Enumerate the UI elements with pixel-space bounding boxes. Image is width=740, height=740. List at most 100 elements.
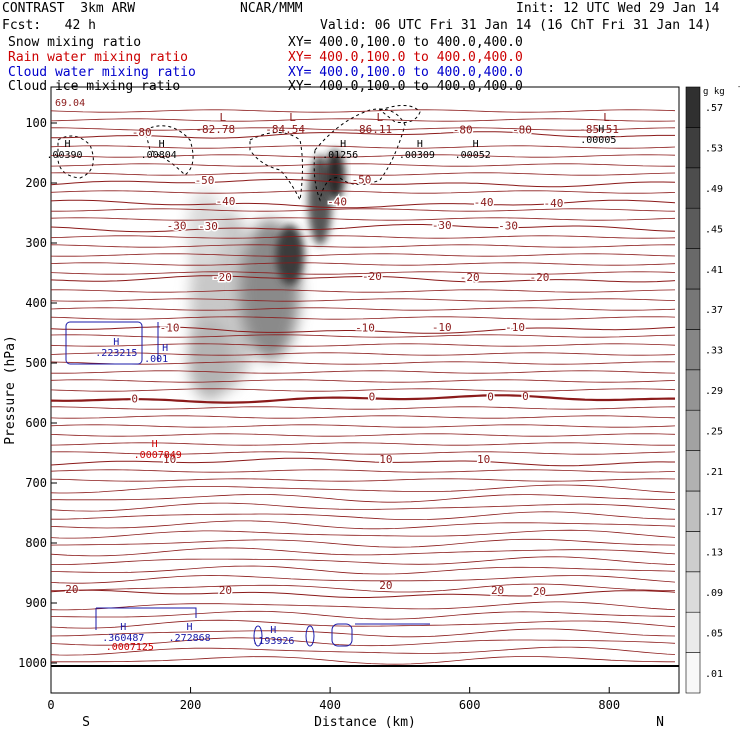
contour-line (51, 656, 675, 665)
colorbar-swatch (685, 127, 701, 169)
high-marker: H (473, 139, 479, 150)
contour-line (50, 154, 676, 158)
high-marker: H (64, 139, 70, 150)
contour-line (50, 217, 676, 221)
contour-line (50, 172, 676, 176)
y-tick-label: 600 (25, 416, 47, 430)
x-axis-label: Distance (km) (314, 715, 416, 730)
contour-line (50, 145, 676, 149)
high-value: .0007125 (106, 642, 154, 653)
colorbar-label: .37 (705, 305, 723, 316)
high-marker: H (417, 139, 423, 150)
field-cloudice-xy: XY= 400.0,100.0 to 400.0,400.0 (288, 79, 523, 94)
colorbar-label: .01 (705, 669, 723, 680)
contour-line (50, 352, 676, 356)
contour-line (50, 388, 676, 392)
high-value: .193926 (252, 636, 294, 647)
colorbar-label: .29 (705, 386, 723, 397)
contour-label: -40 (543, 197, 563, 210)
low-marker: L (376, 111, 383, 124)
contour-line (50, 619, 676, 629)
top-value: 69.04 (55, 98, 85, 109)
colorbar-label: .13 (705, 548, 723, 559)
high-value: .0007849 (134, 450, 182, 461)
contour-line (50, 575, 676, 584)
colorbar-label: .57 (705, 103, 723, 114)
colorbar-swatch (685, 652, 701, 694)
colorbar-swatch (685, 207, 701, 249)
colorbar-swatch (685, 450, 701, 492)
field-snow-xy: XY= 400.0,100.0 to 400.0,400.0 (288, 35, 523, 50)
contour-line (50, 610, 676, 620)
contour-label: -20 (212, 271, 232, 284)
contour-label: -20 (362, 270, 382, 283)
contour-line (50, 469, 676, 473)
contour-line--50 (50, 178, 676, 188)
contour-line (50, 190, 676, 194)
contour-label: 10 (379, 453, 392, 466)
contour-label: 10 (163, 453, 176, 466)
contour-line (50, 628, 676, 638)
ice-outline (144, 125, 194, 176)
contour-label: -30 (167, 220, 187, 233)
field-cloudwater-xy: XY= 400.0,100.0 to 400.0,400.0 (288, 65, 523, 80)
contour-line (50, 235, 676, 239)
ice-outline (249, 132, 303, 202)
cloud-water-outlines (65, 321, 430, 647)
colorbar-swatch (685, 571, 701, 613)
low-value: -84.54 (265, 123, 305, 136)
colorbar-swatch (685, 167, 701, 209)
init-time: Init: 12 UTC Wed 29 Jan 14 (516, 1, 720, 16)
colorbar-swatch (685, 611, 701, 653)
x-tick-label: 400 (319, 698, 341, 712)
cloud-water-blob (253, 625, 263, 647)
org-label: NCAR/MMM (240, 1, 303, 16)
contour-label: -10 (160, 322, 180, 335)
high-marker: H (120, 622, 126, 633)
colorbar-label: .45 (705, 224, 723, 235)
ice-outline (313, 108, 406, 202)
contour-line (50, 361, 676, 365)
contour-line (51, 511, 676, 520)
contour-label: -80 (512, 124, 532, 137)
colorbar-label: .41 (705, 265, 723, 276)
cloud-water-bracket (95, 607, 197, 630)
contour-line (50, 415, 676, 419)
low-value: -82.78 (195, 123, 235, 136)
contour-label: -20 (460, 271, 480, 284)
colorbar-unit: g kg (703, 87, 725, 97)
contour-label: 0 (369, 391, 376, 404)
high-marker: H (270, 625, 276, 636)
high-value: .360487 (102, 633, 144, 644)
contour-line-20 (50, 589, 676, 598)
contour-line (51, 583, 675, 593)
colorbar-unit-exponent: -1 (737, 83, 740, 91)
low-marker: L (289, 111, 296, 124)
contour-line (50, 433, 676, 437)
contour-line (50, 442, 675, 446)
high-value: .272868 (169, 633, 211, 644)
high-marker: H (113, 337, 119, 348)
contour-label: 20 (65, 583, 78, 596)
x-tick-label: 200 (180, 698, 202, 712)
colorbar-label: .21 (705, 467, 723, 478)
contour-label: 20 (379, 579, 392, 592)
temperature-contours: -80 -80 -80-50 -50-40 -40 -40 -40-30 -30 -30 -30-… (50, 109, 679, 667)
y-tick-label: 500 (25, 356, 47, 370)
contour-line (51, 406, 676, 410)
contour-label: -80 (453, 124, 473, 137)
colorbar: .01 .05 .09 .13 .17 .21 .25 .29 .33 .37 .41 .45 .49.… (685, 83, 740, 694)
contour-line (50, 343, 676, 347)
colorbar-label: .09 (705, 588, 723, 599)
colorbar-label: .17 (705, 507, 723, 518)
colorbar-swatch (685, 409, 701, 451)
y-tick-label: 900 (25, 596, 47, 610)
contour-line (50, 253, 676, 257)
high-value: .001 (144, 354, 168, 365)
contour-line (50, 307, 676, 311)
model-title: CONTRAST 3km ARW (2, 1, 136, 16)
contour-line--40 (50, 199, 676, 209)
high-marker: H (162, 343, 168, 354)
north-label: N (656, 715, 664, 730)
colorbar-label: .49 (705, 184, 723, 195)
